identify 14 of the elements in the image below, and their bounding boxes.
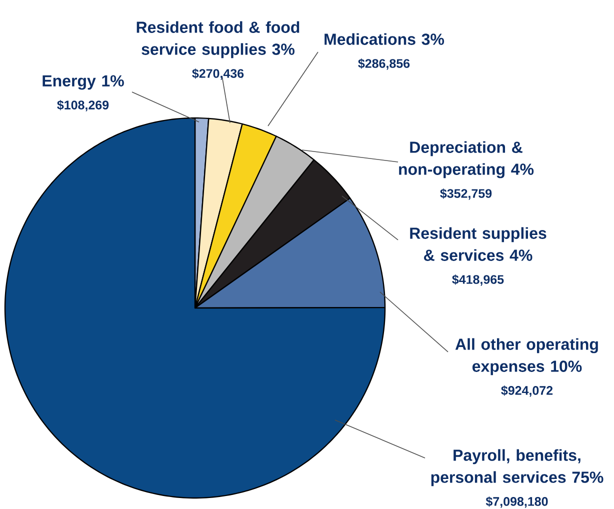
data-label: $418,965 [452, 274, 504, 286]
slice-label: Energy 1% [42, 75, 124, 90]
data-label: $270,436 [192, 68, 244, 80]
slice-label: Payroll, benefits, personal services 75% [431, 449, 604, 486]
slice-label: All other operating expenses 10% [455, 338, 598, 376]
data-label: $108,269 [57, 100, 109, 112]
slice-label: Resident supplies & services 4% [410, 227, 546, 261]
data-label: $352,759 [440, 188, 492, 200]
data-label: $286,856 [358, 58, 410, 70]
slice-label: Medications 3% [324, 33, 444, 45]
data-label: $7,098,180 [486, 496, 548, 508]
slice-label: Depreciation & non-operating 4% [399, 141, 534, 178]
data-label: $924,072 [501, 385, 553, 397]
slice-label: Resident food & food service supplies 3% [136, 21, 300, 58]
